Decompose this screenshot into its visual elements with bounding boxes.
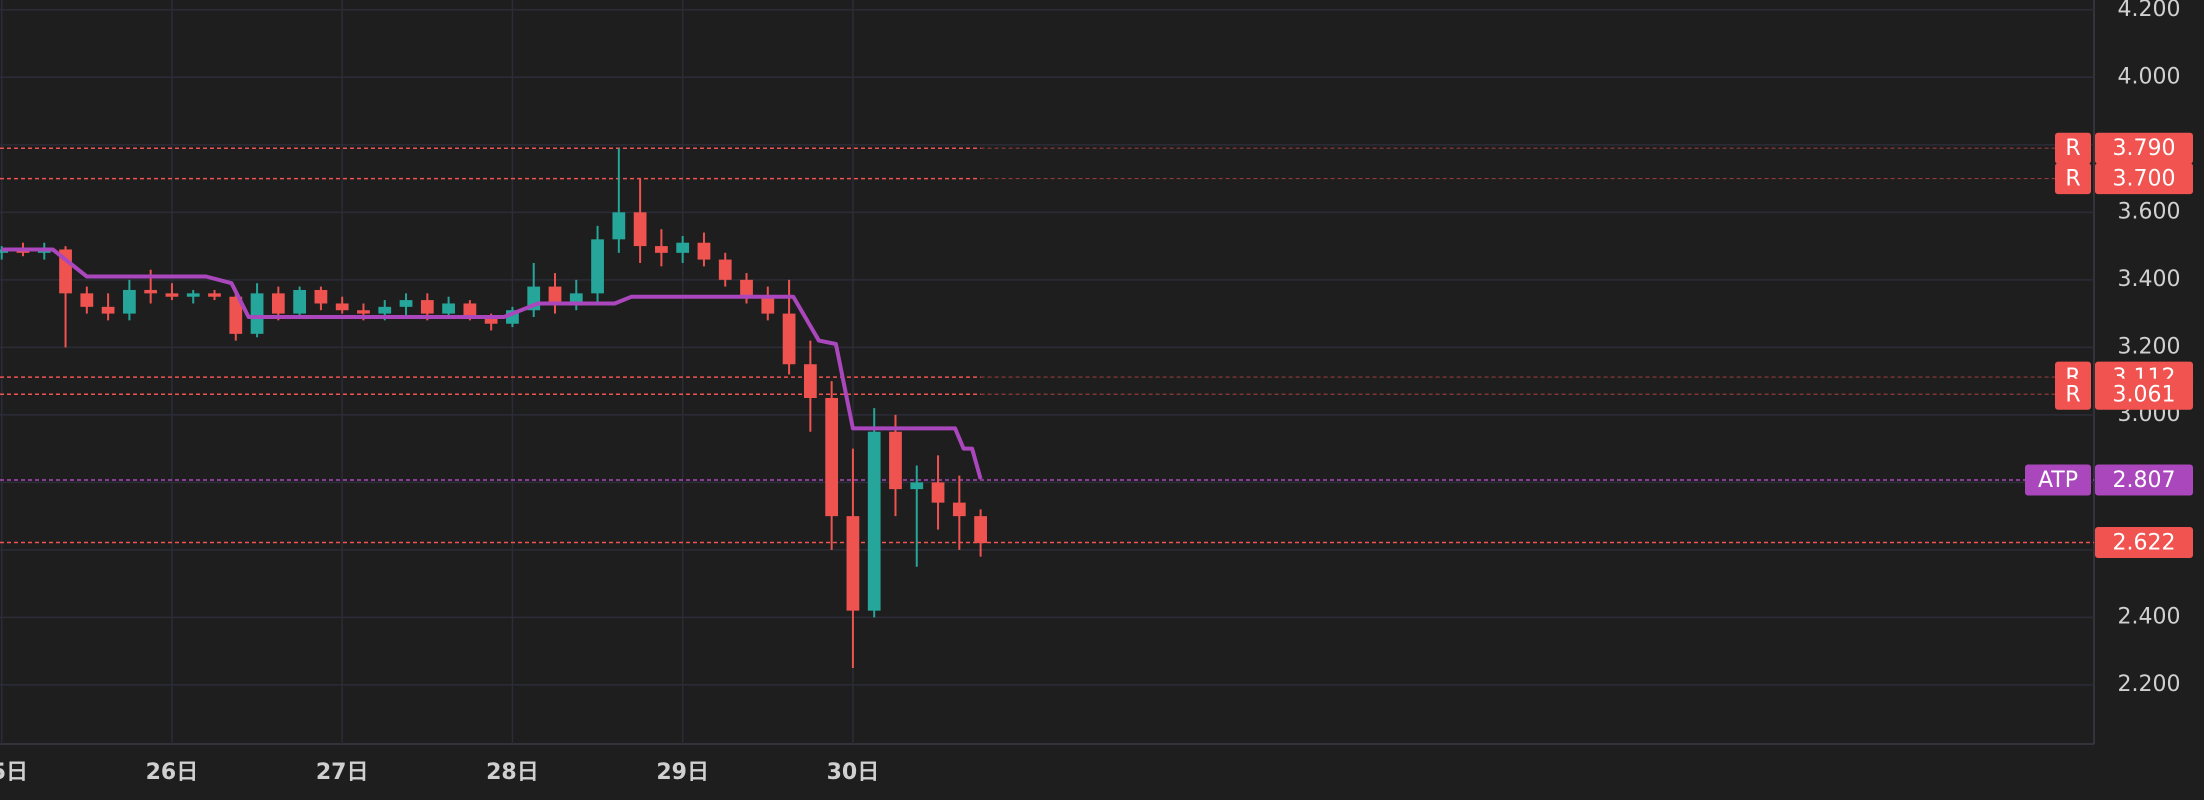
price-badge-label: 2.807	[2113, 468, 2176, 493]
candle-body	[633, 212, 647, 247]
price-badge-label: 3.061	[2113, 382, 2176, 407]
candle-body	[612, 212, 626, 240]
candle-body	[420, 300, 434, 314]
name-badge-label: R	[2065, 136, 2080, 161]
name-badge-label: ATP	[2038, 468, 2078, 493]
candle-body	[846, 516, 860, 611]
indicator-line	[1, 247, 983, 480]
candle-body	[974, 516, 987, 544]
candle-body	[165, 293, 179, 297]
price-badge	[2095, 132, 2193, 164]
candle-body	[548, 286, 562, 304]
y-tick-label: 4.000	[2118, 64, 2181, 89]
candle-body	[208, 293, 221, 297]
candle-body	[782, 313, 796, 365]
name-badge-label: R	[2065, 382, 2080, 407]
candle-body	[442, 303, 455, 314]
candle-body	[144, 289, 158, 294]
candle-body	[825, 397, 839, 517]
candle-body	[718, 259, 732, 280]
candle-body	[484, 316, 498, 324]
x-tick-label: 25日	[0, 760, 28, 785]
candle-body	[867, 431, 881, 611]
candle-body	[378, 306, 392, 314]
candle-body	[569, 293, 583, 304]
candle-body	[335, 303, 349, 311]
candle-body	[676, 242, 690, 253]
candle-body	[80, 293, 94, 307]
x-tick-label: 27日	[316, 760, 369, 785]
price-badge	[2095, 163, 2193, 195]
candle-body	[463, 303, 477, 317]
price-badge	[2095, 464, 2193, 496]
y-tick-label: 3.200	[2118, 334, 2181, 359]
x-tick-label: 30日	[827, 760, 880, 785]
candle-body	[186, 293, 200, 297]
candle-body	[123, 289, 136, 314]
name-badge	[2055, 378, 2091, 410]
candle-body	[889, 431, 902, 490]
candle-body	[591, 239, 604, 294]
price-badge-label: 3.700	[2113, 167, 2176, 192]
x-tick-label: 29日	[656, 760, 709, 785]
price-badge-label: 3.790	[2113, 136, 2176, 161]
candle-body	[229, 296, 243, 334]
y-tick-label: 4.200	[2118, 0, 2181, 22]
candle-body	[910, 482, 924, 490]
candle-body	[697, 242, 711, 260]
candle-body	[952, 502, 966, 517]
y-tick-label: 3.600	[2118, 199, 2181, 224]
candle-body	[931, 482, 945, 503]
name-badge-label: R	[2065, 167, 2080, 192]
candle-body	[357, 310, 370, 314]
x-tick-label: 26日	[146, 760, 199, 785]
name-badge	[2055, 132, 2091, 164]
name-badge	[2055, 163, 2091, 195]
name-badge	[2025, 464, 2091, 496]
candle-body	[761, 296, 775, 314]
candle-body	[655, 246, 668, 253]
y-tick-label: 3.400	[2118, 267, 2181, 292]
y-tick-label: 2.200	[2118, 672, 2181, 697]
candle-body	[399, 300, 413, 307]
candle-body	[314, 289, 328, 304]
price-badge	[2095, 378, 2193, 410]
candle-body	[293, 289, 307, 314]
price-badge-label: 2.622	[2113, 530, 2176, 555]
y-tick-label: 2.400	[2118, 604, 2181, 629]
candle-body	[271, 293, 285, 314]
x-tick-label: 28日	[486, 760, 539, 785]
candle-body	[250, 293, 264, 334]
candle-body	[101, 306, 115, 314]
price-badge	[2095, 526, 2193, 558]
candle-body	[740, 279, 753, 297]
candle-body	[803, 364, 817, 398]
